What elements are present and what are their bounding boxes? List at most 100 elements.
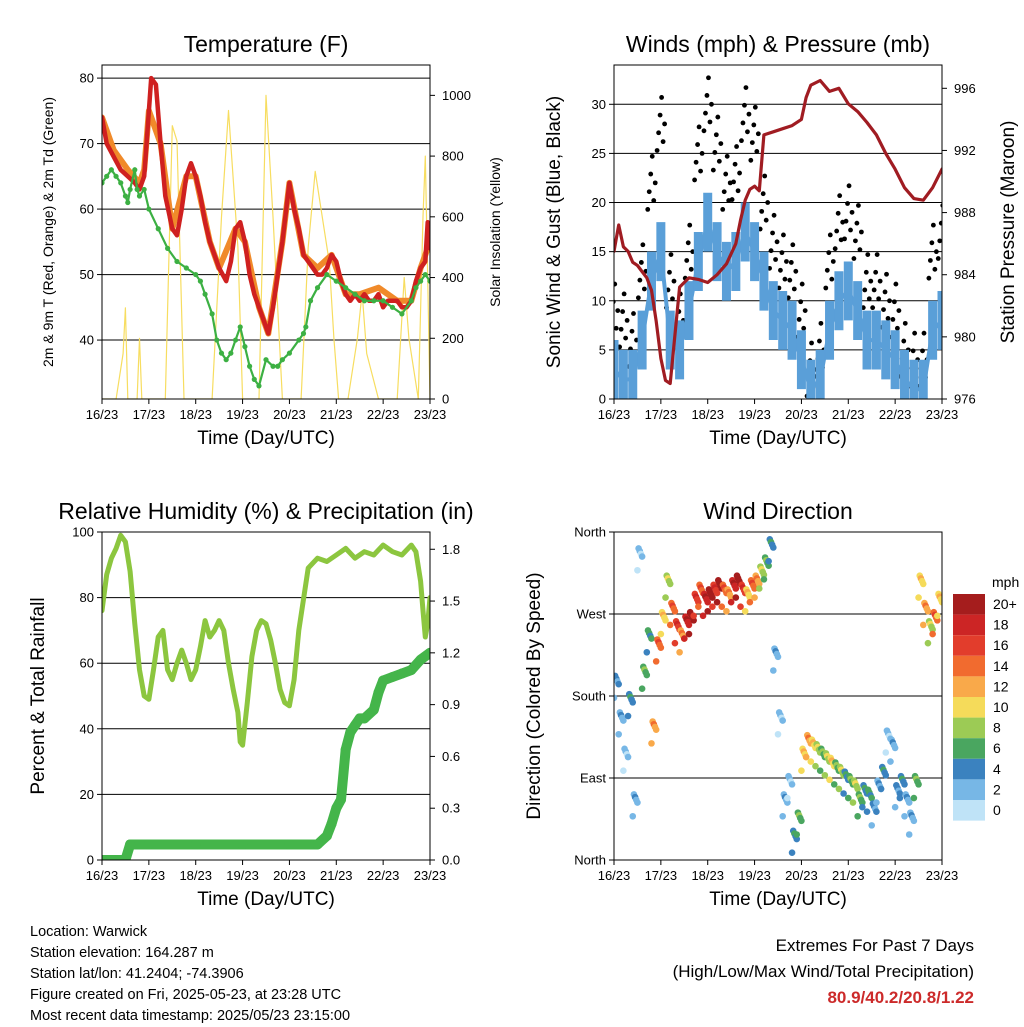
gust-point bbox=[796, 317, 802, 322]
precip-point bbox=[368, 704, 379, 715]
gust-point bbox=[798, 299, 804, 305]
gust-point bbox=[788, 260, 794, 265]
location-text: Location: Warwick bbox=[30, 924, 148, 940]
gust-point bbox=[873, 269, 879, 275]
gust-point bbox=[781, 232, 786, 238]
gust-point bbox=[662, 121, 668, 127]
gust-point bbox=[656, 130, 662, 136]
y-axis-label: Direction (Colored By Speed) bbox=[524, 572, 545, 819]
wind-direction-point bbox=[657, 644, 665, 652]
wind-direction-point bbox=[690, 612, 697, 620]
wind-direction-point bbox=[934, 612, 941, 620]
chart-title: Relative Humidity (%) & Precipitation (i… bbox=[58, 498, 473, 524]
gust-point bbox=[651, 198, 657, 203]
wind-direction-point bbox=[840, 790, 847, 797]
gust-point bbox=[929, 240, 935, 246]
colorbar-swatch bbox=[953, 758, 985, 780]
gust-point bbox=[818, 320, 824, 326]
gust-point bbox=[751, 122, 757, 128]
gust-point bbox=[704, 93, 710, 98]
precip-point bbox=[312, 839, 323, 850]
x-tick-label: 19/23 bbox=[226, 407, 259, 422]
y-tick-label: 0 bbox=[599, 392, 606, 407]
gust-point bbox=[688, 266, 694, 272]
x-tick-label: 21/23 bbox=[832, 407, 865, 422]
gust-point bbox=[799, 281, 805, 287]
precip-point bbox=[415, 654, 426, 665]
wind-direction-point bbox=[718, 603, 726, 611]
gust-point bbox=[920, 348, 925, 354]
gust-point bbox=[901, 338, 907, 344]
wind-direction-point bbox=[812, 762, 819, 770]
gust-point bbox=[902, 320, 908, 326]
gust-point bbox=[624, 318, 630, 323]
wind-direction-point bbox=[751, 594, 758, 601]
x-tick-label: 22/23 bbox=[879, 407, 912, 422]
y-tick-label: 30 bbox=[592, 97, 606, 112]
gust-point bbox=[845, 201, 850, 206]
x-tick-label: 23/23 bbox=[926, 868, 959, 883]
plot-frame bbox=[613, 531, 943, 861]
wind-direction-point bbox=[685, 621, 693, 629]
precip-point bbox=[378, 675, 389, 686]
wind-direction-point bbox=[901, 781, 908, 788]
colorbar-swatch bbox=[953, 635, 985, 656]
colorbar-label: 12 bbox=[993, 678, 1009, 694]
colorbar-label: 20+ bbox=[993, 596, 1017, 612]
chart-panel-3: Relative Humidity (%) & Precipitation (i… bbox=[28, 498, 474, 910]
gust-point bbox=[829, 276, 835, 282]
gust-point bbox=[652, 180, 658, 186]
wind-direction-point bbox=[732, 585, 740, 592]
extremes-box: Extremes For Past 7 Days (High/Low/Max W… bbox=[673, 933, 974, 1011]
gust-point bbox=[715, 114, 721, 120]
wind-direction-point bbox=[648, 740, 655, 747]
wind-direction-point bbox=[924, 607, 932, 615]
colorbar-swatch bbox=[953, 717, 985, 739]
gust-point bbox=[684, 258, 690, 263]
chart-title: Wind Direction bbox=[703, 498, 853, 524]
wind-direction-point bbox=[634, 799, 641, 806]
gust-point bbox=[746, 111, 752, 117]
wind-direction-point bbox=[915, 594, 922, 601]
x-axis-label: Time (Day/UTC) bbox=[197, 428, 335, 449]
y2-tick-label: 988 bbox=[954, 205, 976, 220]
gust-point bbox=[856, 203, 861, 208]
x-axis-label: Time (Day/UTC) bbox=[709, 428, 847, 449]
wind-direction-point bbox=[774, 653, 782, 661]
x-axis-label: Time (Day/UTC) bbox=[709, 889, 847, 910]
wind-direction-point bbox=[727, 598, 735, 606]
y2-tick-label: 1.8 bbox=[442, 542, 460, 557]
y2-tick-label: 992 bbox=[954, 143, 976, 158]
gust-point bbox=[671, 278, 677, 284]
gust-point bbox=[654, 148, 660, 153]
gust-point bbox=[648, 171, 654, 177]
wind-direction-point bbox=[657, 630, 665, 638]
gust-point bbox=[698, 168, 703, 174]
gust-point bbox=[695, 142, 700, 147]
gust-point bbox=[759, 208, 765, 214]
wind-direction-point bbox=[746, 594, 754, 601]
wind-direction-point bbox=[713, 598, 721, 606]
gust-point bbox=[739, 138, 744, 144]
plot-frame bbox=[101, 531, 431, 861]
y-tick-label: 40 bbox=[80, 333, 94, 348]
colorbar-swatch bbox=[953, 676, 985, 697]
x-tick-label: 17/23 bbox=[645, 407, 678, 422]
precip-point bbox=[340, 744, 351, 755]
y2-axis-label: Solar Insolation (Yellow) bbox=[487, 157, 503, 307]
precip-point bbox=[396, 668, 407, 679]
gust-point bbox=[649, 153, 655, 159]
gust-point bbox=[784, 259, 789, 264]
wind-direction-point bbox=[727, 594, 735, 601]
gust-point bbox=[687, 222, 693, 228]
gust-point bbox=[720, 207, 726, 212]
gust-point bbox=[693, 159, 699, 165]
precip-point bbox=[331, 803, 342, 814]
elevation-text: Station elevation: 164.287 m bbox=[30, 945, 214, 961]
marks-layer bbox=[614, 535, 942, 857]
gust-point bbox=[754, 149, 760, 154]
wind-direction-point bbox=[905, 831, 913, 838]
gust-point bbox=[853, 238, 858, 244]
y2-tick-label: 996 bbox=[954, 81, 976, 96]
wind-direction-point bbox=[751, 585, 758, 592]
